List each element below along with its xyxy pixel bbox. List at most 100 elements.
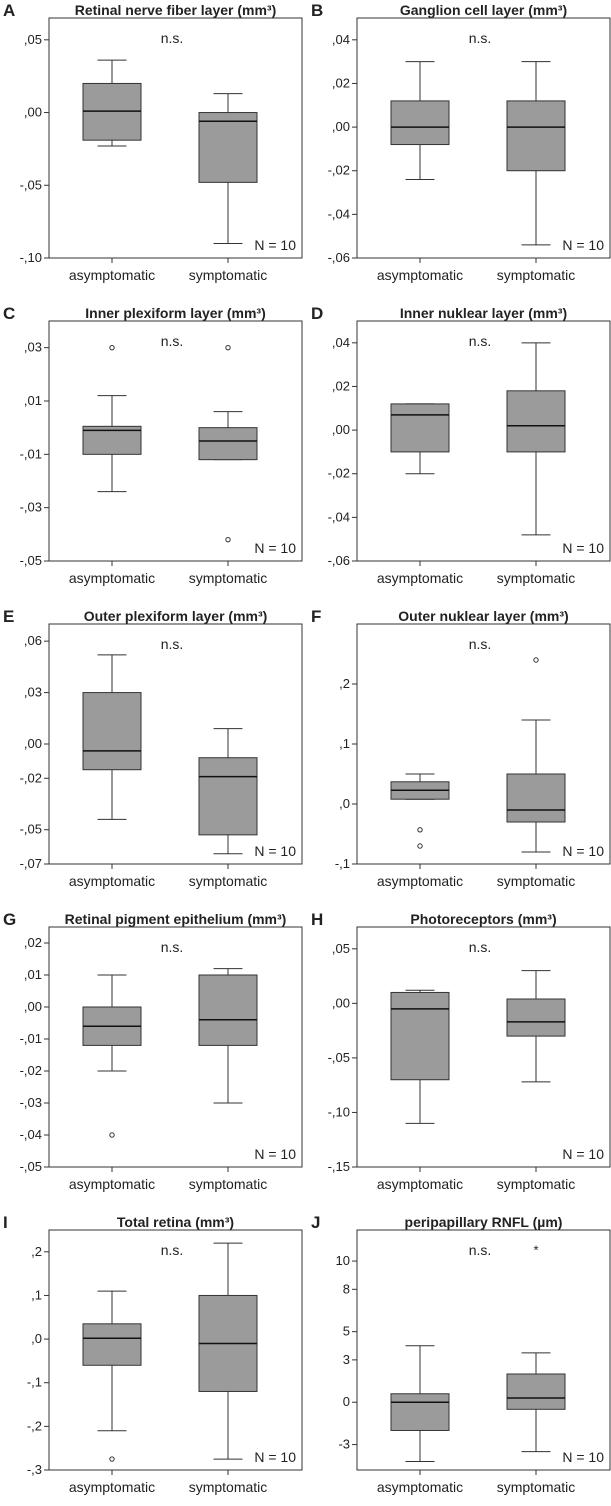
y-tick-label: ,00	[332, 995, 350, 1010]
box-symptomatic	[506, 657, 566, 853]
significance-label: n.s.	[469, 30, 492, 46]
panel-title: Inner nuklear layer (mm³)	[400, 305, 567, 321]
x-category-label: asymptomatic	[69, 267, 155, 283]
significance-label: n.s.	[469, 636, 492, 652]
x-category-label: symptomatic	[189, 570, 268, 586]
x-category-label: asymptomatic	[69, 873, 155, 889]
box-asymptomatic	[390, 989, 450, 1124]
y-tick-label: ,00	[332, 422, 350, 437]
panel-label: J	[311, 1213, 320, 1232]
outlier-point	[417, 827, 423, 833]
box-iqr	[198, 757, 258, 836]
y-tick-label: -,05	[20, 1159, 42, 1174]
significance-label: n.s.	[469, 333, 492, 349]
box-asymptomatic	[390, 1345, 450, 1463]
x-category-label: symptomatic	[497, 873, 576, 889]
box-iqr	[390, 991, 450, 1081]
y-tick-label: -,02	[328, 466, 350, 481]
y-tick-label: -,2	[27, 1418, 42, 1433]
y-tick-label: ,1	[31, 1287, 42, 1302]
outlier-point	[417, 843, 423, 849]
y-tick-label: -,02	[328, 163, 350, 178]
box-iqr	[390, 1393, 450, 1431]
x-category-label: asymptomatic	[377, 570, 463, 586]
y-tick-label: -,05	[20, 177, 42, 192]
y-tick-label: ,06	[24, 633, 42, 648]
panel-label: C	[3, 304, 15, 323]
significance-label: n.s.	[161, 939, 184, 955]
y-tick-label: -,03	[20, 1095, 42, 1110]
x-category-label: symptomatic	[497, 1479, 576, 1495]
panel-title: Photoreceptors (mm³)	[410, 911, 556, 927]
box-symptomatic	[198, 344, 258, 543]
significance-label: n.s.	[161, 636, 184, 652]
box-symptomatic	[198, 968, 258, 1104]
sample-size-label: N = 10	[562, 843, 604, 859]
y-tick-label: -,05	[328, 1050, 350, 1065]
box-iqr	[506, 998, 566, 1037]
panel-label: E	[3, 607, 14, 626]
y-tick-label: -,02	[20, 1063, 42, 1078]
sample-size-label: N = 10	[562, 540, 604, 556]
outlier-point	[109, 344, 115, 351]
box-iqr	[198, 112, 258, 183]
x-category-label: asymptomatic	[69, 570, 155, 586]
box-symptomatic: *	[506, 1242, 566, 1453]
y-tick-label: ,2	[339, 676, 350, 691]
significance-label: n.s.	[161, 30, 184, 46]
extreme-point: *	[533, 1242, 538, 1257]
y-tick-label: -,1	[27, 1375, 42, 1390]
y-tick-label: ,00	[24, 105, 42, 120]
y-tick-label: ,05	[24, 32, 42, 47]
y-tick-label: 0	[343, 1394, 350, 1409]
box-asymptomatic	[390, 403, 450, 475]
panel-g: G Retinal pigment epithelium (mm³) -,05 -,0…	[3, 910, 303, 1192]
y-tick-label: -,1	[335, 856, 350, 871]
box-asymptomatic	[82, 1290, 142, 1462]
y-tick-label: -,01	[20, 446, 42, 461]
x-category-label: asymptomatic	[377, 1479, 463, 1495]
sample-size-label: N = 10	[254, 540, 296, 556]
y-tick-label: -,05	[20, 553, 42, 568]
y-tick-label: ,05	[332, 941, 350, 956]
y-tick-label: 3	[343, 1352, 350, 1367]
panel-title: Outer plexiform layer (mm³)	[84, 608, 268, 624]
y-tick-label: ,04	[332, 32, 350, 47]
sample-size-label: N = 10	[254, 1449, 296, 1465]
y-tick-label: ,00	[332, 119, 350, 134]
box-symptomatic	[198, 1242, 258, 1460]
x-category-label: asymptomatic	[377, 873, 463, 889]
significance-label: n.s.	[469, 939, 492, 955]
panel-label: A	[3, 1, 15, 20]
y-tick-label: -,10	[20, 250, 42, 265]
box-iqr	[198, 974, 258, 1046]
outlier-point	[225, 536, 231, 543]
y-tick-label: ,02	[332, 75, 350, 90]
box-symptomatic	[506, 342, 566, 536]
box-iqr	[506, 1373, 566, 1410]
x-category-label: symptomatic	[189, 1479, 268, 1495]
panel-c: C Inner plexiform layer (mm³) -,05 -,03 -,01…	[3, 304, 303, 586]
outlier-point	[533, 657, 539, 663]
box-iqr	[82, 692, 142, 771]
panel-label: B	[311, 1, 323, 20]
box-symptomatic	[506, 970, 566, 1083]
sample-size-label: N = 10	[254, 843, 296, 859]
box-asymptomatic	[82, 344, 142, 493]
sample-size-label: N = 10	[562, 1449, 604, 1465]
y-tick-label: ,03	[24, 340, 42, 355]
plot-frame	[48, 926, 303, 1168]
y-tick-label: ,1	[339, 736, 350, 751]
y-tick-label: ,2	[31, 1244, 42, 1259]
y-tick-label: -,05	[20, 822, 42, 837]
outlier-point	[225, 344, 231, 351]
panel-title: Inner plexiform layer (mm³)	[85, 305, 266, 321]
y-tick-label: -,10	[328, 1104, 350, 1119]
box-symptomatic	[198, 93, 258, 244]
y-tick-label: -,04	[328, 206, 350, 221]
sample-size-label: N = 10	[562, 237, 604, 253]
y-tick-label: 10	[336, 1253, 350, 1268]
panel-label: D	[311, 304, 323, 323]
y-tick-label: -,01	[20, 1031, 42, 1046]
sample-size-label: N = 10	[562, 1146, 604, 1162]
